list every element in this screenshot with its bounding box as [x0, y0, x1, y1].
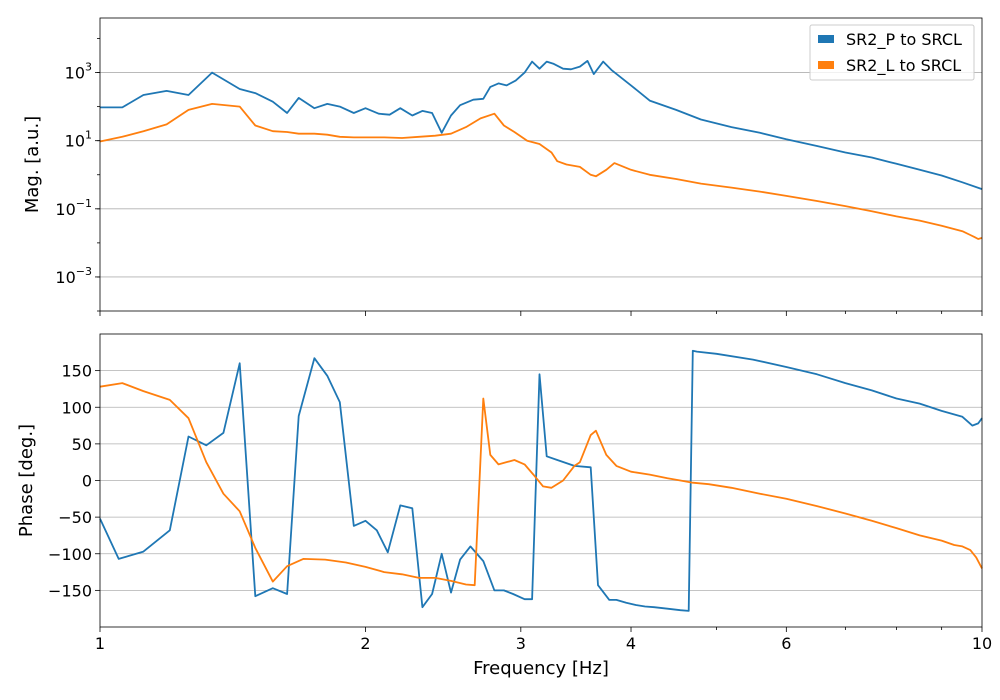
phase-y-tick-label: 150: [61, 362, 92, 381]
phase-x-tick-label: 4: [626, 634, 636, 653]
phase-grid: [100, 370, 982, 591]
magnitude-series-line-1: [99, 103, 983, 240]
phase-y-tick-label: 100: [61, 398, 92, 417]
phase-y-tick-label: 0: [82, 472, 92, 491]
magnitude-y-tick-label: 103: [65, 61, 92, 83]
legend: SR2_P to SRCL SR2_L to SRCL: [809, 24, 975, 81]
phase-x-tick-label: 2: [360, 634, 370, 653]
magnitude-axes-frame: [99, 17, 983, 312]
magnitude-series-line-0: [100, 60, 983, 190]
magnitude-y-tick-label: 101: [65, 129, 92, 151]
legend-swatch-sr2-p: [818, 35, 834, 43]
phase-x-tick-label: 1: [95, 634, 105, 653]
phase-ticks: 1 2 3 4 6 10 −150 −100 −50 0 50 100 150: [48, 362, 992, 653]
magnitude-panel: 10−3 10−1 101 103 Mag. [a.u.] SR2_P to SRCL…: [22, 17, 983, 316]
phase-series: [99, 349, 983, 612]
legend-box: [809, 24, 975, 81]
legend-label-sr2-p: SR2_P to SRCL: [846, 30, 962, 50]
legend-label-sr2-l: SR2_L to SRCL: [846, 56, 961, 76]
magnitude-y-axis-label: Mag. [a.u.]: [22, 116, 43, 213]
phase-panel: 1 2 3 4 6 10 −150 −100 −50 0 50 100 150 Phase [deg.]…: [16, 333, 992, 679]
phase-y-tick-label: −50: [58, 508, 92, 527]
phase-y-tick-label: −150: [48, 581, 92, 600]
magnitude-y-tick-label: 10−3: [55, 265, 92, 287]
phase-y-tick-label: 50: [72, 435, 92, 454]
phase-x-tick-label: 3: [516, 634, 526, 653]
phase-x-tick-label: 10: [972, 634, 992, 653]
phase-y-axis-label: Phase [deg.]: [16, 424, 37, 537]
phase-x-tick-label: 6: [781, 634, 791, 653]
phase-series-line-1: [99, 382, 983, 587]
magnitude-y-tick-label: 10−1: [55, 197, 92, 219]
x-axis-label: Frequency [Hz]: [473, 658, 609, 679]
magnitude-ticks: 10−3 10−1 101 103: [55, 38, 983, 316]
phase-series-line-0: [99, 349, 983, 612]
magnitude-grid: [100, 72, 982, 278]
magnitude-series: [99, 60, 983, 240]
legend-swatch-sr2-l: [818, 61, 834, 69]
phase-y-tick-label: −100: [48, 545, 92, 564]
